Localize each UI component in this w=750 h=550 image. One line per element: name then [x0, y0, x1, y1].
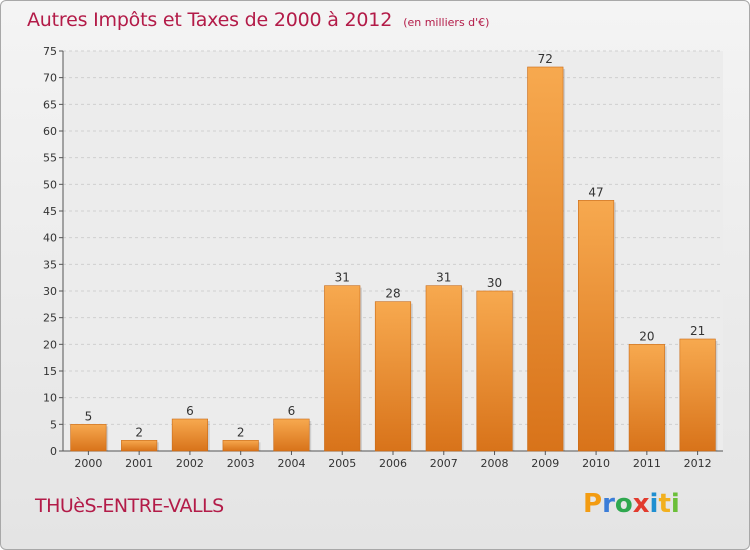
y-tick-label: 15	[43, 365, 57, 378]
x-tick-label: 2012	[684, 457, 712, 470]
data-label: 47	[588, 185, 603, 199]
y-tick-label: 30	[43, 285, 57, 298]
x-tick-label: 2006	[379, 457, 407, 470]
data-label: 2	[237, 425, 245, 439]
y-tick-label: 75	[43, 45, 57, 58]
data-label: 30	[487, 276, 502, 290]
bar	[578, 200, 615, 452]
x-tick-label: 2005	[328, 457, 356, 470]
data-label: 6	[186, 404, 194, 418]
bar	[476, 290, 513, 452]
x-tick-label: 2004	[277, 457, 305, 470]
bar	[527, 66, 564, 452]
y-tick-label: 65	[43, 98, 57, 111]
data-label: 20	[639, 329, 654, 343]
y-tick-label: 35	[43, 258, 57, 271]
commune-name: THUèS-ENTRE-VALLS	[35, 495, 224, 517]
bar	[273, 418, 310, 452]
chart-subtitle: (en milliers d'€)	[403, 16, 490, 29]
proxiti-logo[interactable]: Proxiti	[583, 489, 680, 519]
bar	[628, 344, 665, 452]
data-label: 21	[690, 324, 705, 338]
data-label: 31	[335, 271, 350, 285]
x-tick-label: 2007	[430, 457, 458, 470]
x-tick-label: 2010	[582, 457, 610, 470]
y-tick-label: 20	[43, 338, 57, 351]
chart-title: Autres Impôts et Taxes de 2000 à 2012	[27, 9, 393, 31]
x-tick-label: 2001	[125, 457, 153, 470]
x-tick-label: 2009	[531, 457, 559, 470]
data-label: 31	[436, 271, 451, 285]
y-tick-label: 60	[43, 125, 57, 138]
bar	[324, 285, 361, 452]
chart-header: Autres Impôts et Taxes de 2000 à 2012 (e…	[27, 9, 489, 31]
x-tick-label: 2003	[227, 457, 255, 470]
x-tick-label: 2000	[74, 457, 102, 470]
y-tick-label: 5	[50, 418, 57, 431]
bar	[374, 301, 412, 452]
y-tick-label: 50	[43, 178, 57, 191]
data-label: 2	[135, 425, 143, 439]
data-label: 5	[85, 409, 93, 423]
y-tick-label: 0	[50, 445, 57, 458]
x-tick-label: 2008	[481, 457, 509, 470]
bar	[222, 440, 259, 452]
y-tick-label: 25	[43, 312, 57, 325]
data-label: 6	[288, 404, 296, 418]
bar	[425, 285, 462, 452]
x-tick-label: 2011	[633, 457, 661, 470]
data-label: 28	[385, 287, 400, 301]
x-tick-label: 2002	[176, 457, 204, 470]
data-label: 72	[538, 52, 553, 66]
y-tick-label: 10	[43, 392, 57, 405]
y-tick-label: 45	[43, 205, 57, 218]
y-tick-label: 55	[43, 152, 57, 165]
y-tick-label: 70	[43, 72, 57, 85]
y-tick-label: 40	[43, 232, 57, 245]
bar	[121, 440, 158, 452]
bar	[171, 418, 208, 452]
bar	[70, 424, 107, 452]
bar	[679, 338, 716, 452]
